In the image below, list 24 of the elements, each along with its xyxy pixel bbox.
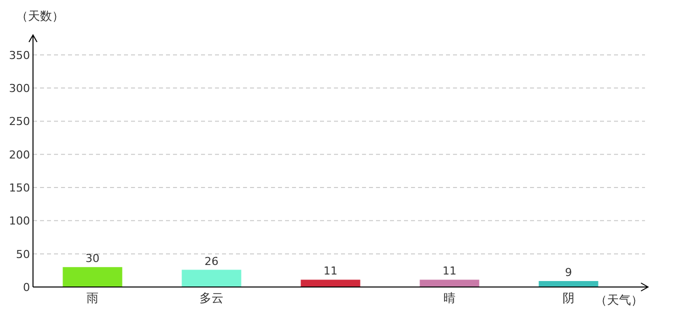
y-tick-label: 300 xyxy=(9,82,30,96)
data-label: 30 xyxy=(86,252,100,266)
y-axis-title: （天数） xyxy=(16,9,64,23)
x-tick-label: 阴 xyxy=(562,291,574,305)
y-tick-label: 150 xyxy=(9,182,30,195)
bar xyxy=(420,280,480,287)
x-tick-label: 雨 xyxy=(86,291,98,305)
x-axis-title: （天气） xyxy=(595,293,643,307)
y-tick-label: 200 xyxy=(9,148,30,162)
data-label: 11 xyxy=(442,264,456,278)
bar xyxy=(538,281,598,287)
bar xyxy=(182,270,242,287)
x-tick-label: 多云 xyxy=(200,291,224,305)
bar xyxy=(62,267,122,287)
data-label: 9 xyxy=(565,266,572,280)
x-tick-label: 晴 xyxy=(444,291,456,305)
y-tick-label: 50 xyxy=(16,248,30,261)
data-label: 11 xyxy=(324,264,338,278)
y-tick-label: 100 xyxy=(9,214,30,228)
bar xyxy=(300,280,360,287)
y-tick-label: 350 xyxy=(9,48,30,62)
y-tick-label: 250 xyxy=(9,115,30,128)
data-label: 26 xyxy=(204,254,218,268)
y-tick-label: 0 xyxy=(23,281,30,294)
